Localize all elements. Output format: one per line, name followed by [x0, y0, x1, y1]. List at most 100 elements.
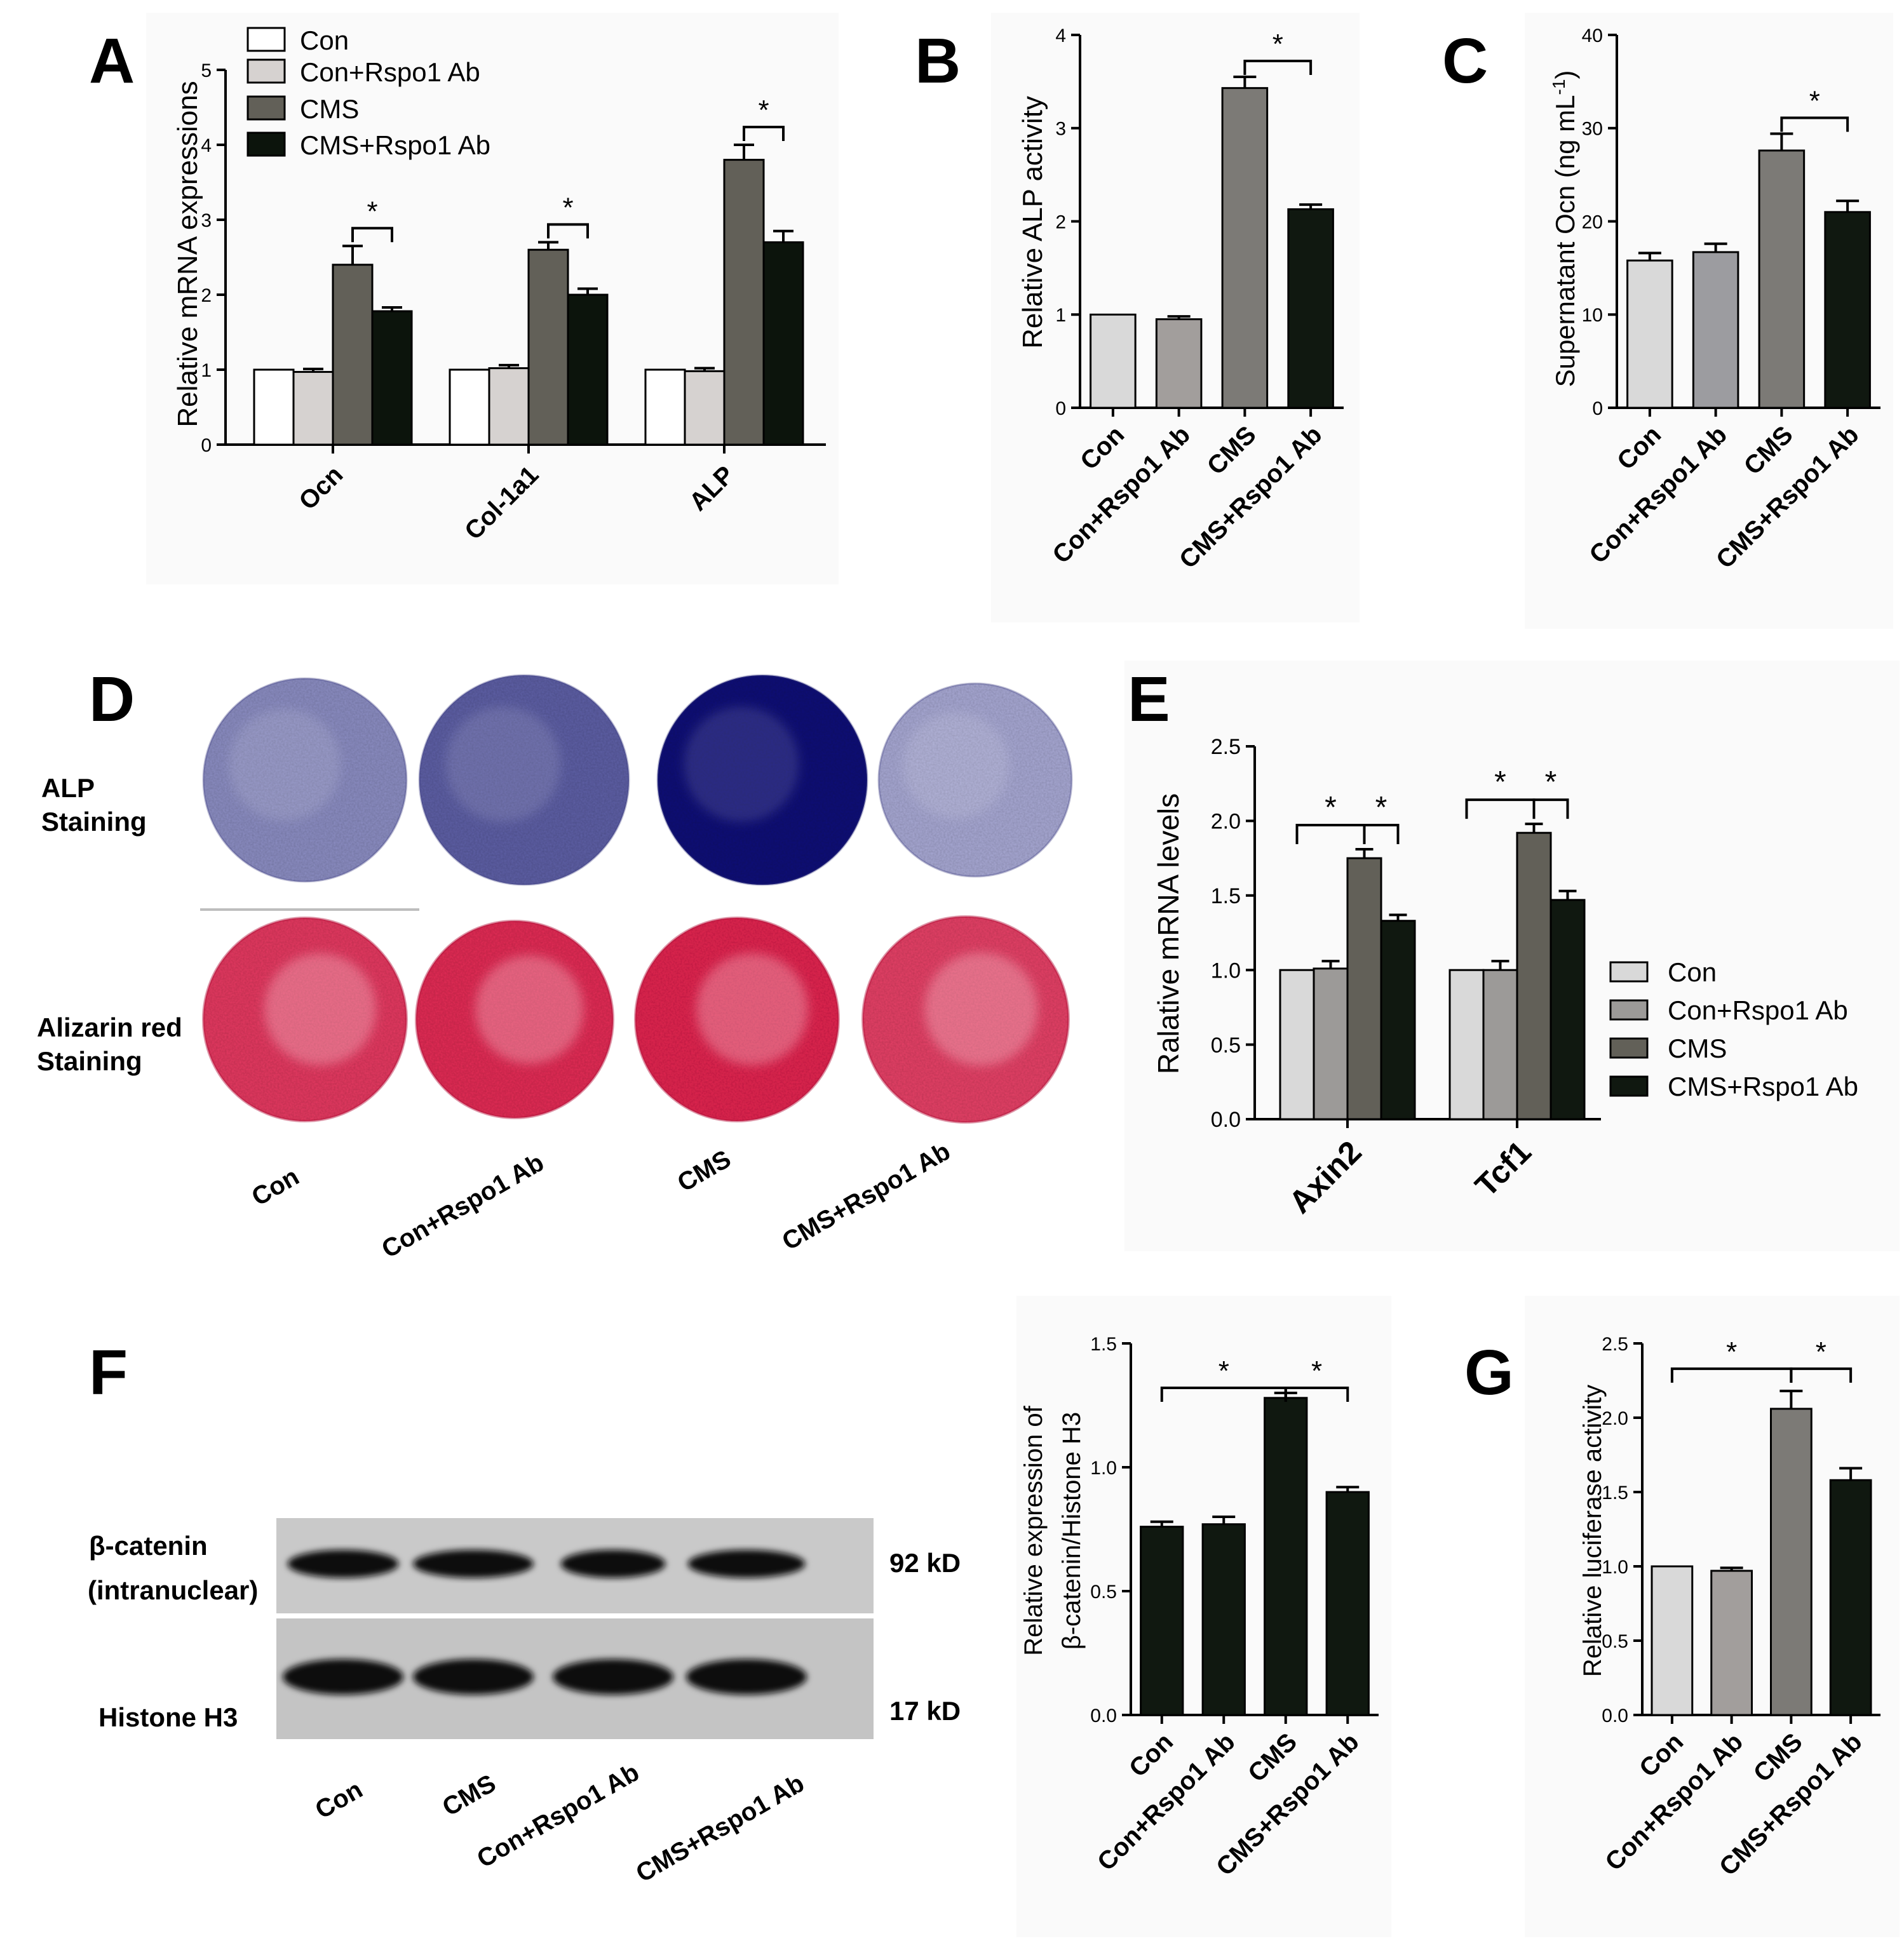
- y-tick-label: 40: [1582, 25, 1603, 46]
- legend-swatch: [246, 131, 286, 157]
- y-tick-label: 0.5: [1211, 1033, 1241, 1058]
- alp-dish-highlight: [229, 709, 341, 821]
- beta-catenin-band: [413, 1550, 534, 1578]
- y-tick-label: 0: [1055, 398, 1066, 419]
- band-size-92kd: 92 kD: [889, 1548, 961, 1578]
- legend-swatch: [246, 27, 286, 52]
- alizarin-staining-label-line1: Alizarin red: [37, 1012, 182, 1042]
- y-tick-label: 1.5: [1211, 884, 1241, 908]
- y-tick-label: 4: [201, 135, 212, 156]
- significance-bracket: [1790, 1367, 1853, 1383]
- legend-swatch: [1609, 1037, 1649, 1059]
- significance-star: *: [1375, 791, 1387, 824]
- bar: [644, 368, 686, 446]
- y-tick-label: 20: [1582, 212, 1603, 232]
- bar: [371, 310, 413, 446]
- bar: [1346, 857, 1382, 1120]
- y-tick-label: 2: [1055, 212, 1066, 232]
- beta-catenin-band: [560, 1550, 666, 1578]
- alp-dish-highlight: [684, 706, 799, 822]
- dish-label-con: Con: [247, 1162, 304, 1211]
- bar: [1221, 87, 1269, 409]
- histone-h3-band: [413, 1659, 534, 1695]
- bar: [723, 159, 765, 446]
- y-axis-label: Relative ALP activity: [1017, 96, 1048, 349]
- histone-h3-band: [686, 1659, 807, 1695]
- legend-swatch: [1609, 1075, 1649, 1097]
- y-axis-label: Relative luciferase activity: [1579, 1385, 1607, 1677]
- bar: [1626, 259, 1673, 409]
- legend-label: Con: [300, 25, 349, 55]
- panel-f-blot: β-catenin (intranuclear) Histone H3 92 k…: [88, 1518, 961, 1888]
- y-axis-label: Supernatant Ocn (ng mL-1): [1549, 71, 1581, 387]
- panel-letter-e: E: [1128, 664, 1170, 735]
- significance-star: *: [1273, 29, 1283, 60]
- significance-star: *: [367, 196, 377, 227]
- y-tick-label: 0.0: [1602, 1705, 1628, 1726]
- alp-dish-highlight: [445, 706, 561, 822]
- alizarin-dish-highlight: [924, 952, 1038, 1066]
- y-tick-label: 0.0: [1090, 1705, 1117, 1726]
- y-axis-label: Relative mRNA expressions: [172, 81, 203, 427]
- bar: [1651, 1565, 1694, 1716]
- y-tick-label: 1: [1055, 305, 1066, 326]
- y-axis-label-line2: β-catenin/Histone H3: [1058, 1412, 1086, 1650]
- y-axis-label: Ralative mRNA levels: [1152, 793, 1185, 1074]
- significance-star: *: [1545, 765, 1557, 799]
- y-tick-label: 3: [201, 210, 212, 231]
- lane-label-cms: CMS: [438, 1769, 501, 1822]
- significance-star: *: [1816, 1336, 1826, 1368]
- panel-letter-f: F: [89, 1337, 128, 1408]
- y-tick-label: 10: [1582, 305, 1603, 326]
- staining-dishes: [202, 674, 1073, 1124]
- y-tick-label: 0: [201, 435, 212, 456]
- panel-d: ALP Staining Alizarin red Staining Con C…: [37, 674, 1073, 1263]
- alizarin-dish-rim: [415, 920, 614, 1119]
- bar: [1287, 208, 1334, 409]
- y-tick-label: 2.0: [1602, 1408, 1628, 1429]
- bar: [1380, 920, 1416, 1120]
- panel-letter-g: G: [1464, 1337, 1514, 1408]
- legend-label: Con: [1668, 957, 1717, 987]
- alp-staining-label-line2: Staining: [41, 807, 147, 837]
- legend-swatch: [1609, 999, 1649, 1021]
- bar: [1155, 318, 1203, 409]
- significance-bracket: [351, 227, 393, 243]
- alp-staining-label-line1: ALP: [41, 773, 95, 803]
- bar: [1264, 1397, 1308, 1716]
- lane-label-cms-rspo1: CMS+Rspo1 Ab: [631, 1769, 809, 1888]
- alp-dish-rim: [877, 682, 1073, 878]
- legend-label: CMS+Rspo1 Ab: [1668, 1072, 1858, 1101]
- legend-label: Con+Rspo1 Ab: [300, 57, 480, 87]
- y-tick-label: 2.5: [1602, 1334, 1628, 1355]
- y-axis-label-line1: Relative expression of: [1020, 1405, 1048, 1655]
- y-tick-label: 2: [201, 285, 212, 306]
- histone-h3-band: [553, 1659, 673, 1695]
- bar: [1770, 1408, 1813, 1716]
- alizarin-dish-rim: [861, 915, 1070, 1124]
- significance-bracket: [1243, 60, 1313, 76]
- y-tick-label: 0.5: [1602, 1631, 1628, 1652]
- legend-label: CMS+Rspo1 Ab: [300, 130, 490, 160]
- bar: [1279, 969, 1315, 1120]
- alizarin-dish-highlight: [264, 953, 376, 1065]
- significance-star: *: [1311, 1355, 1322, 1387]
- legend-swatch: [246, 58, 286, 84]
- panel-letter-a: A: [89, 25, 135, 97]
- bar: [1550, 899, 1586, 1120]
- bar: [1692, 251, 1739, 409]
- beta-catenin-band: [287, 1550, 399, 1578]
- legend-swatch: [1609, 961, 1649, 983]
- y-tick-label: 2.5: [1211, 735, 1241, 759]
- alp-dish-rim: [656, 674, 868, 886]
- significance-bracket: [1284, 1387, 1349, 1402]
- alp-dish-highlight: [903, 712, 1009, 819]
- significance-bracket: [1780, 116, 1849, 132]
- y-tick-label: 5: [201, 60, 212, 81]
- alizarin-dish-highlight: [696, 953, 808, 1065]
- bar: [1824, 211, 1871, 409]
- beta-catenin-band: [687, 1550, 806, 1578]
